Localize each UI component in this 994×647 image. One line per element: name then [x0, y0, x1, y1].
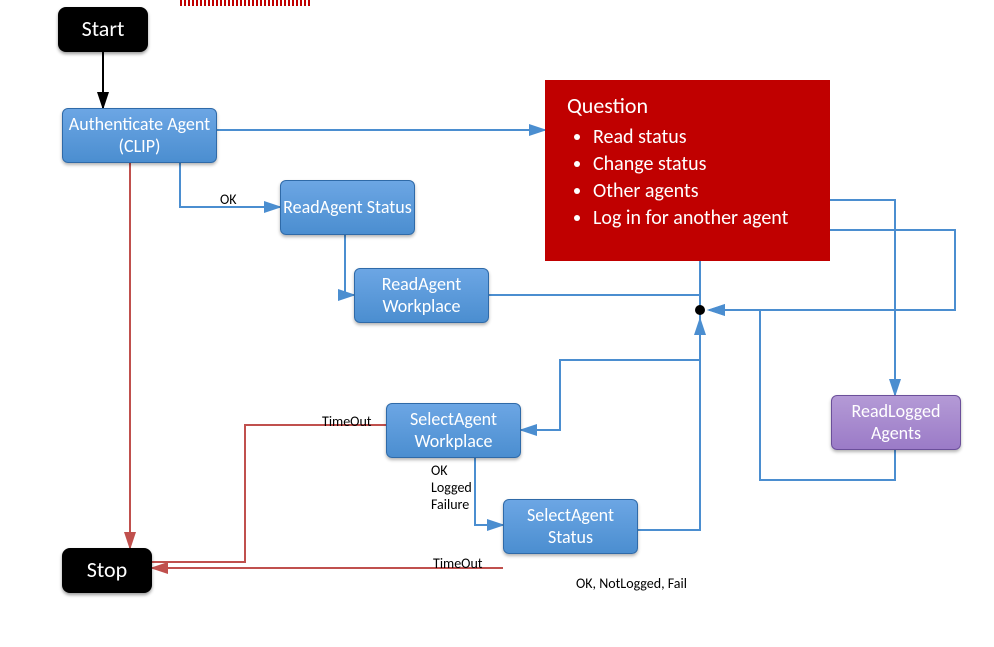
authenticate-node: Authenticate Agent (CLIP) — [62, 108, 217, 163]
question-title: Question — [567, 92, 812, 119]
question-item: Change status — [593, 152, 812, 176]
question-box: Question Read status Change status Other… — [545, 80, 830, 261]
edge-label-ok: OK — [220, 192, 237, 209]
edge-label-ok-notlogged: OK, NotLogged, Fail — [576, 576, 687, 593]
select-agent-status-label: SelectAgent Status — [504, 505, 637, 548]
read-agent-status-node: ReadAgent Status — [280, 180, 415, 235]
read-agent-workplace-label: ReadAgent Workplace — [355, 274, 488, 317]
start-node: Start — [58, 7, 148, 52]
question-list: Read status Change status Other agents L… — [567, 125, 812, 230]
start-label: Start — [82, 16, 125, 42]
read-logged-agents-label: ReadLogged Agents — [832, 401, 960, 444]
edge-label-timeout-st: TimeOut — [433, 556, 483, 573]
edge-label-ok-logged: OK Logged Failure — [431, 463, 472, 513]
question-item: Read status — [593, 125, 812, 149]
question-item: Other agents — [593, 179, 812, 203]
stop-label: Stop — [87, 557, 127, 583]
read-logged-agents-node: ReadLogged Agents — [831, 395, 961, 450]
edge-label-timeout-wp: TimeOut — [322, 414, 372, 431]
select-agent-workplace-label: SelectAgent Workplace — [387, 409, 520, 452]
read-agent-status-label: ReadAgent Status — [283, 197, 412, 219]
select-agent-status-node: SelectAgent Status — [503, 499, 638, 554]
read-agent-workplace-node: ReadAgent Workplace — [354, 268, 489, 323]
authenticate-label: Authenticate Agent (CLIP) — [63, 114, 216, 157]
spellcheck-squiggle — [180, 0, 310, 6]
question-item: Log in for another agent — [593, 206, 812, 230]
select-agent-workplace-node: SelectAgent Workplace — [386, 403, 521, 458]
stop-node: Stop — [62, 548, 152, 593]
